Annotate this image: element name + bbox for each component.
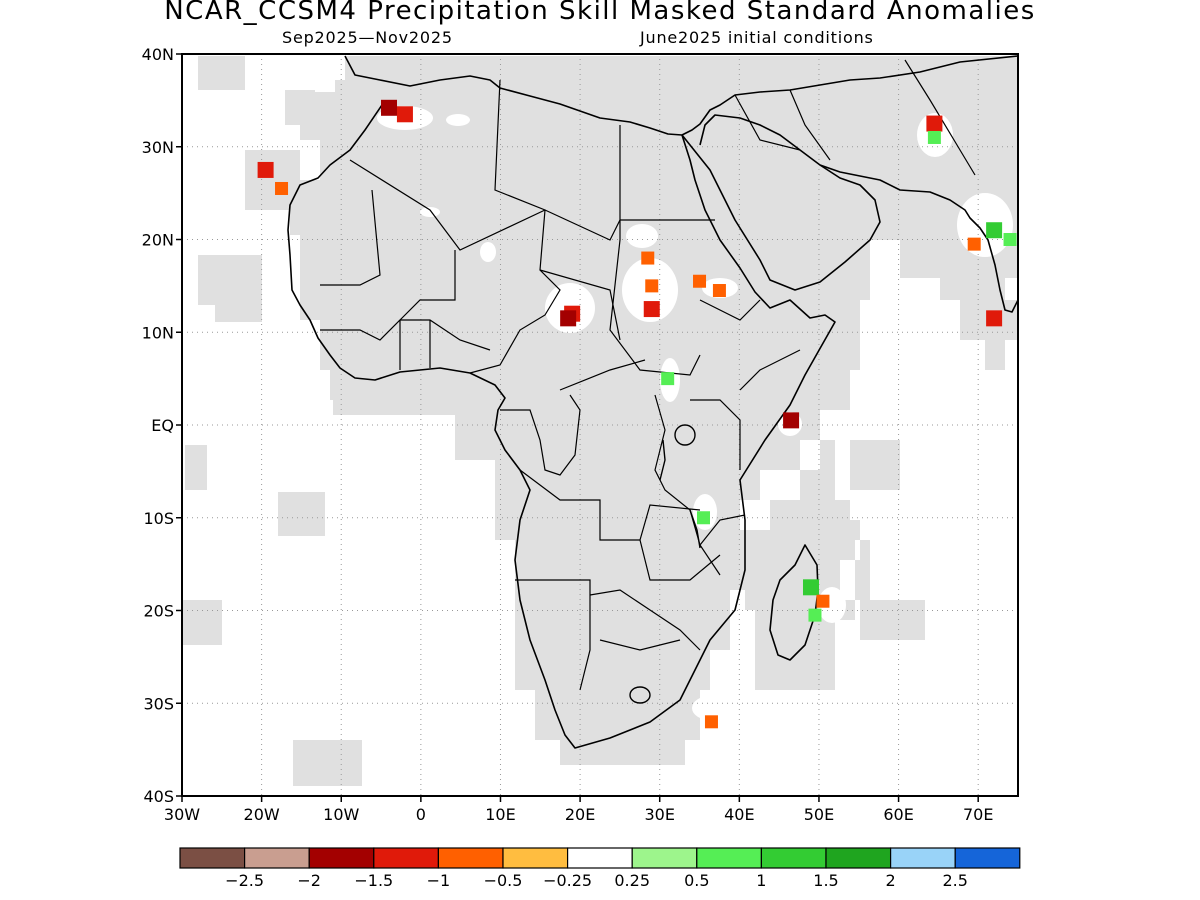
legend-label: −2	[297, 871, 321, 890]
lat-tick-label: 30S	[143, 694, 174, 713]
legend-label: 1	[756, 871, 766, 890]
lon-tick-label: 10E	[485, 805, 515, 824]
legend-swatch	[244, 847, 310, 869]
anomaly-cell	[661, 372, 675, 386]
anomaly-cell	[1003, 233, 1017, 246]
legend-swatch	[179, 847, 246, 869]
legend-swatch	[760, 847, 827, 869]
lat-tick-label: 40S	[143, 787, 174, 806]
legend-swatch	[566, 847, 633, 869]
lon-tick-label: 30W	[164, 805, 200, 824]
anomaly-cell	[986, 310, 1003, 327]
anomaly-cell	[816, 594, 830, 608]
anomaly-cell	[693, 274, 707, 288]
anomaly-cell	[967, 237, 981, 251]
map-title: NCAR_CCSM4 Precipitation Skill Masked St…	[164, 0, 1036, 26]
lat-tick-label: 40N	[142, 45, 174, 64]
anomaly-cell	[697, 511, 711, 525]
lon-tick-label: 20E	[565, 805, 595, 824]
legend-swatch	[437, 847, 504, 869]
legend-label: −1	[427, 871, 451, 890]
color-legend: −2.5 −2 −1.5 −1 −0.5 −0.25 0.25 0.5 1 1.5 2 2.5	[179, 847, 1021, 890]
anomaly-cell	[396, 106, 413, 123]
legend-swatch	[373, 847, 439, 869]
legend-label: −0.5	[484, 871, 523, 890]
lon-tick-label: 70E	[963, 805, 993, 824]
legend-swatch	[954, 847, 1021, 869]
legend-swatch	[502, 847, 569, 869]
country-borders	[320, 59, 976, 691]
lat-tick-label: 10N	[142, 323, 174, 342]
legend-swatch	[696, 847, 762, 869]
anomaly-cell	[808, 608, 822, 622]
anomaly-cell	[704, 715, 718, 729]
legend-label: −2.5	[225, 871, 264, 890]
anomaly-cell	[783, 412, 800, 429]
legend-label: 0.25	[614, 871, 650, 890]
lon-tick-label: 30E	[644, 805, 674, 824]
legend-label: 2.5	[942, 871, 967, 890]
anomaly-cell	[926, 115, 943, 132]
legend-swatch	[889, 847, 956, 869]
lon-tick-label: 10W	[323, 805, 359, 824]
anomaly-cell	[927, 130, 941, 144]
skill-mask	[183, 56, 1018, 786]
legend-label: 0.5	[684, 871, 709, 890]
lon-tick-label: 50E	[804, 805, 834, 824]
anomaly-cell	[381, 99, 398, 116]
lon-tick-label: 20W	[244, 805, 280, 824]
lat-tick-label: 20N	[142, 231, 174, 250]
forecast-season: Sep2025—Nov2025	[282, 28, 453, 47]
lon-tick-label: 0	[416, 805, 426, 824]
anomaly-cell	[712, 284, 726, 298]
anomaly-cell	[257, 161, 274, 178]
anomaly-cell	[643, 301, 660, 318]
anomaly-cell	[986, 222, 1003, 239]
anomaly-cell	[560, 310, 577, 327]
lon-tick-label: 60E	[883, 805, 913, 824]
legend-label: −0.25	[543, 871, 592, 890]
lon-tick-label: 40E	[724, 805, 754, 824]
initial-conditions: June2025 initial conditions	[640, 28, 874, 47]
anomaly-cell	[645, 279, 659, 293]
legend-swatch	[825, 847, 892, 869]
anomaly-cell	[275, 181, 289, 195]
lakes	[629, 424, 701, 704]
lat-tick-label: 20S	[143, 602, 174, 621]
anomaly-cell	[802, 579, 819, 596]
anomaly-cell	[641, 251, 655, 265]
lat-tick-label: 10S	[143, 509, 174, 528]
legend-swatch	[308, 847, 375, 869]
anomaly-patches	[257, 99, 1017, 729]
map-plot-area	[182, 54, 1018, 796]
legend-swatch	[631, 847, 698, 869]
lat-tick-label: EQ	[151, 416, 174, 435]
low-signal-areas	[377, 106, 1013, 720]
legend-label: −1.5	[354, 871, 393, 890]
graticule	[182, 54, 1018, 796]
legend-label: 2	[886, 871, 896, 890]
lat-tick-label: 30N	[142, 138, 174, 157]
legend-label: 1.5	[813, 871, 838, 890]
